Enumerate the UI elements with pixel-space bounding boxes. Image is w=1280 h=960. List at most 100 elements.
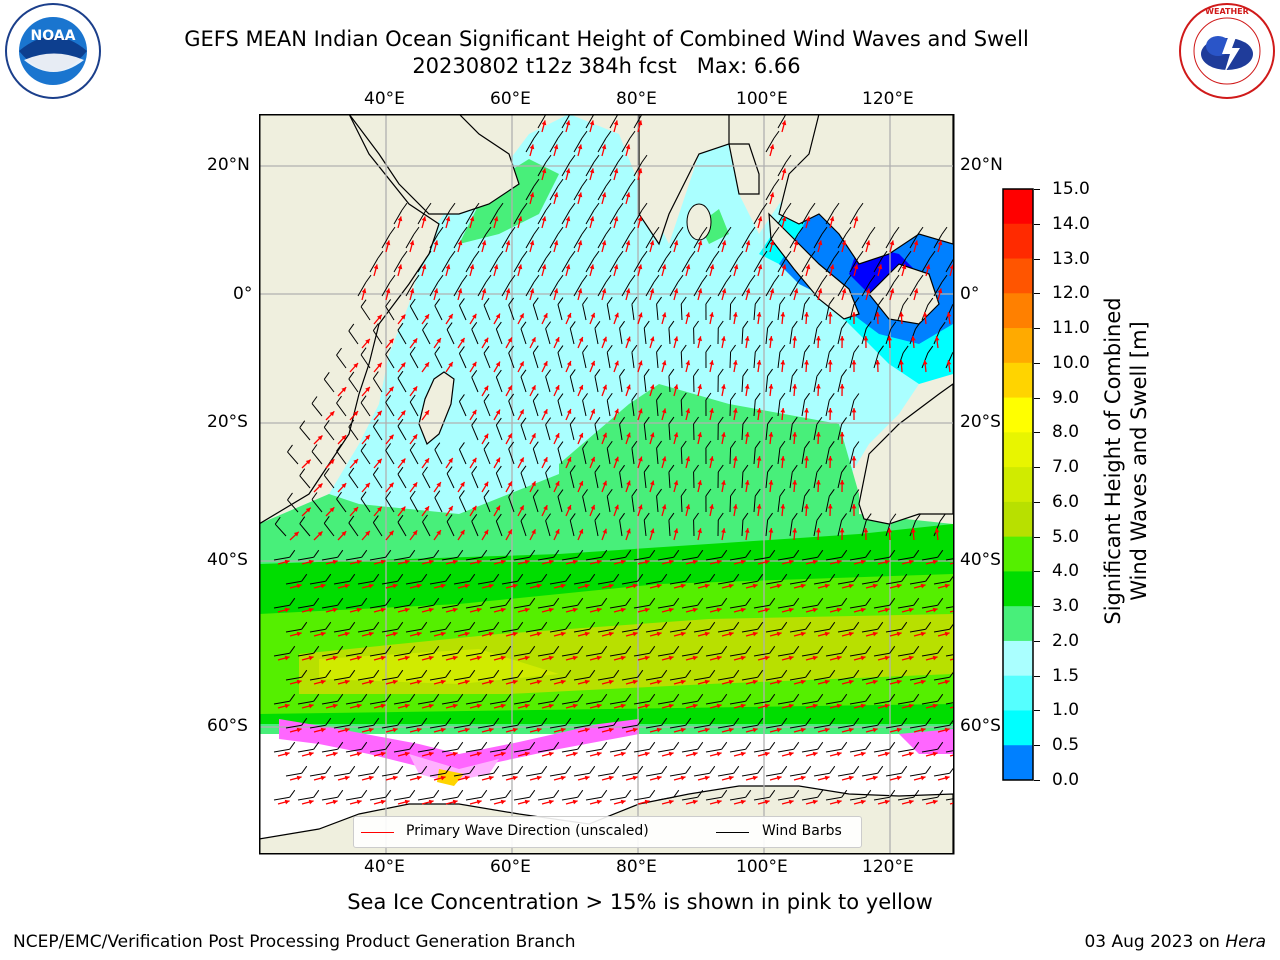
- wind-barb-flag: [641, 250, 648, 259]
- wind-barb: [680, 303, 683, 321]
- wind-barb: [945, 558, 953, 561]
- wave-arrow-head: [934, 528, 940, 533]
- wind-barb-flag: [653, 274, 660, 283]
- wind-barb: [477, 580, 494, 585]
- wave-arrow-head: [744, 384, 750, 389]
- wave-arrow-head: [536, 583, 542, 589]
- wind-barb: [453, 676, 470, 681]
- wave-arrow-head: [884, 703, 890, 709]
- wind-barb-flag: [361, 645, 368, 654]
- wave-arrow-head: [555, 337, 560, 343]
- wind-barb: [729, 604, 746, 609]
- wind-barb-flag: [677, 226, 684, 235]
- wind-barb-flag: [742, 320, 749, 329]
- wind-barb-flag: [289, 789, 296, 798]
- wind-barb: [909, 628, 926, 633]
- wind-barb: [656, 496, 659, 513]
- wave-arrow-head: [531, 529, 536, 535]
- wave-arrow-head: [812, 559, 818, 565]
- wind-barb-flag: [360, 491, 367, 500]
- wind-barb-flag: [481, 597, 488, 606]
- wind-barb: [561, 604, 578, 609]
- wind-barb: [537, 796, 554, 801]
- wind-barb-flag: [793, 789, 800, 798]
- wind-barb: [285, 724, 302, 729]
- wave-arrow-head: [668, 751, 674, 757]
- wave-arrow-head: [380, 655, 386, 661]
- wind-barb-flag: [509, 274, 516, 283]
- wind-barb: [633, 556, 650, 561]
- wind-barb-flag: [495, 321, 502, 330]
- wind-barb: [645, 676, 662, 681]
- wind-barb: [945, 654, 953, 657]
- wave-arrow-head: [932, 559, 938, 565]
- wind-barb: [309, 772, 326, 777]
- wave-height-map: [259, 114, 955, 855]
- wind-barb-flag: [481, 549, 488, 558]
- wave-arrow-head: [626, 432, 631, 438]
- wind-barb-flag: [913, 597, 920, 606]
- wind-barb: [385, 498, 395, 513]
- wind-barb-flag: [637, 669, 644, 678]
- wave-arrow-head: [471, 313, 477, 319]
- wind-barb-flag: [939, 321, 946, 330]
- wind-barb-flag: [483, 489, 490, 498]
- wind-barb: [297, 556, 314, 561]
- wind-barb: [729, 495, 732, 513]
- wind-barb-flag: [493, 573, 500, 582]
- wind-barb-flag: [769, 693, 776, 702]
- wind-barb: [483, 352, 491, 369]
- wind-barb-flag: [656, 392, 662, 401]
- wind-barb-flag: [717, 320, 724, 329]
- wind-barb: [621, 628, 638, 633]
- wind-barb-flag: [793, 549, 800, 558]
- wind-barb: [933, 281, 943, 297]
- wind-barb-flag: [553, 741, 560, 750]
- wave-arrow-head: [445, 264, 451, 270]
- wind-barb-flag: [459, 298, 465, 306]
- wind-barb-flag: [853, 489, 860, 497]
- lon-label-top: 80°E: [616, 89, 657, 109]
- wave-arrow-head: [517, 264, 523, 270]
- wave-arrow-head: [851, 360, 857, 365]
- wind-barb-flag: [705, 488, 712, 497]
- wind-barb-flag: [409, 549, 416, 558]
- wind-barb-flag: [833, 202, 840, 211]
- wave-arrow-head: [644, 799, 650, 805]
- wave-arrow-head: [400, 314, 406, 320]
- colorbar-tick-label: 5.0: [1052, 526, 1080, 547]
- wind-barb-flag: [397, 669, 404, 678]
- wave-arrow-head: [483, 481, 489, 487]
- wind-barb: [621, 580, 638, 585]
- wind-barb-flag: [793, 597, 800, 606]
- wind-barb: [631, 496, 635, 513]
- wind-barb: [417, 796, 434, 801]
- wave-arrow-head: [440, 583, 446, 589]
- wave-arrow-head: [471, 409, 477, 415]
- wave-arrow-head: [804, 408, 809, 413]
- wave-arrow-head: [804, 456, 809, 461]
- wind-barb: [873, 304, 880, 321]
- wind-barb: [429, 580, 446, 585]
- wind-barb: [837, 376, 843, 393]
- wind-barb: [837, 676, 854, 681]
- wind-barb: [681, 604, 698, 609]
- wind-barb: [669, 281, 679, 297]
- wave-arrow-head: [565, 120, 571, 126]
- wind-barbs: [273, 114, 953, 801]
- wind-barb-flag: [445, 765, 452, 774]
- wind-barb: [643, 376, 647, 393]
- wind-barb: [873, 352, 880, 369]
- wave-arrow-head: [519, 409, 524, 415]
- colorbar-tick-label: 13.0: [1052, 248, 1090, 269]
- wind-barb: [287, 451, 299, 465]
- wind-barb: [573, 676, 590, 681]
- wave-arrow-head: [764, 655, 770, 661]
- wave-arrow-head: [353, 411, 359, 416]
- wind-barb-flag: [781, 765, 788, 774]
- wind-barb-flag: [767, 512, 773, 521]
- wave-arrow-head: [620, 655, 626, 661]
- wind-barb: [465, 604, 482, 609]
- wave-arrow-head: [625, 192, 631, 198]
- wind-barb-flag: [769, 645, 776, 654]
